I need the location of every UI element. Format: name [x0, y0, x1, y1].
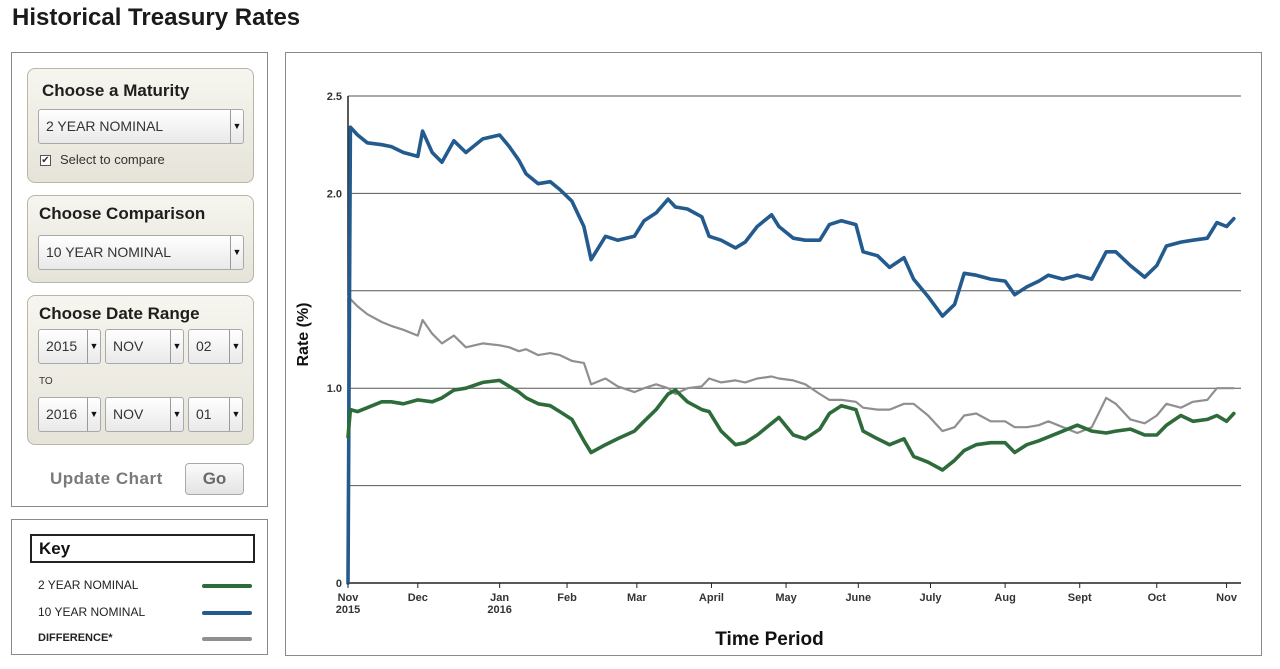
chevron-down-icon: ▼ [170, 398, 183, 431]
maturity-group: Choose a Maturity 2 YEAR NOMINAL ▼ ✔ Sele… [27, 68, 254, 183]
series-line-10-year-nominal [346, 125, 1236, 585]
x-tick-label: Oct [1148, 592, 1167, 604]
from-year-value: 2015 [46, 338, 78, 354]
page-title: Historical Treasury Rates [12, 4, 301, 31]
x-tick-label: July [919, 592, 942, 604]
y-tick-label: 0 [336, 578, 342, 590]
maturity-select[interactable]: 2 YEAR NOMINAL ▼ [38, 109, 244, 144]
from-month-value: NOV [113, 338, 144, 354]
comparison-title: Choose Comparison [39, 204, 206, 223]
chart-panel: 0 1.0 2.0 2.5 Nov 2015 Dec Jan 2016 Feb Mar April Ma… [285, 52, 1262, 656]
x-axis-title: Time Period [715, 629, 823, 650]
chevron-down-icon: ▼ [87, 330, 100, 363]
x-tick-label: Jan [490, 592, 509, 604]
x-tick-sublabel: 2015 [336, 604, 360, 616]
compare-checkbox-label: Select to compare [60, 152, 165, 167]
key-swatch-2-year [202, 584, 252, 588]
x-tick-label: Nov [1216, 592, 1238, 604]
key-panel: Key 2 YEAR NOMINAL 10 YEAR NOMINAL DIFFE… [11, 519, 268, 655]
key-item-label: 10 YEAR NOMINAL [38, 605, 146, 619]
compare-checkbox-row[interactable]: ✔ Select to compare [40, 152, 165, 167]
to-month-value: NOV [113, 406, 144, 422]
key-item-label: DIFFERENCE* [38, 632, 113, 644]
from-day-select[interactable]: 02 ▼ [188, 329, 243, 364]
go-button[interactable]: Go [185, 463, 244, 495]
to-day-value: 01 [196, 406, 212, 422]
date-range-to-label: TO [39, 376, 53, 387]
to-month-select[interactable]: NOV ▼ [105, 397, 184, 432]
x-tick-label: Aug [994, 592, 1015, 604]
grid-layer [347, 95, 1241, 584]
y-tick-label: 2.5 [327, 91, 342, 103]
series-layer [346, 125, 1236, 585]
key-item-label: 2 YEAR NOMINAL [38, 578, 139, 592]
comparison-select-value: 10 YEAR NOMINAL [46, 244, 172, 260]
from-year-select[interactable]: 2015 ▼ [38, 329, 101, 364]
from-month-select[interactable]: NOV ▼ [105, 329, 184, 364]
chevron-down-icon: ▼ [229, 398, 242, 431]
x-tick-label: April [699, 592, 724, 604]
to-year-value: 2016 [46, 406, 78, 422]
x-tick-label: Feb [557, 592, 577, 604]
from-day-value: 02 [196, 338, 212, 354]
key-swatch-difference [202, 637, 252, 641]
x-tick-sublabel: 2016 [487, 604, 511, 616]
update-chart-label: Update Chart [50, 469, 163, 488]
key-title: Key [30, 534, 255, 563]
compare-checkbox[interactable]: ✔ [40, 155, 51, 167]
chevron-down-icon: ▼ [230, 236, 243, 269]
maturity-select-value: 2 YEAR NOMINAL [46, 118, 164, 134]
x-tick-label: Dec [408, 592, 428, 604]
x-tick-label: May [775, 592, 797, 604]
y-tick-label: 1.0 [327, 383, 342, 395]
chevron-down-icon: ▼ [230, 110, 243, 143]
to-day-select[interactable]: 01 ▼ [188, 397, 243, 432]
x-tick-label: Mar [627, 592, 647, 604]
key-swatch-10-year [202, 611, 252, 615]
date-range-title: Choose Date Range [39, 304, 200, 323]
y-axis-title: Rate (%) [295, 302, 312, 366]
x-tick-label: Sept [1068, 592, 1092, 604]
date-range-group: Choose Date Range 2015 ▼ NOV ▼ 02 ▼ TO 2… [27, 295, 254, 445]
x-tick-label: Nov [338, 592, 360, 604]
comparison-group: Choose Comparison 10 YEAR NOMINAL ▼ [27, 195, 254, 283]
chevron-down-icon: ▼ [170, 330, 183, 363]
series-line-2-year-nominal [346, 378, 1236, 472]
chart-controls-panel: Choose a Maturity 2 YEAR NOMINAL ▼ ✔ Sele… [11, 52, 268, 507]
y-tick-label: 2.0 [327, 188, 342, 200]
chevron-down-icon: ▼ [87, 398, 100, 431]
comparison-select[interactable]: 10 YEAR NOMINAL ▼ [38, 235, 244, 270]
x-tick-label: June [845, 592, 871, 604]
series-line-difference [346, 295, 1235, 435]
maturity-title: Choose a Maturity [42, 81, 190, 100]
to-year-select[interactable]: 2016 ▼ [38, 397, 101, 432]
chevron-down-icon: ▼ [229, 330, 242, 363]
